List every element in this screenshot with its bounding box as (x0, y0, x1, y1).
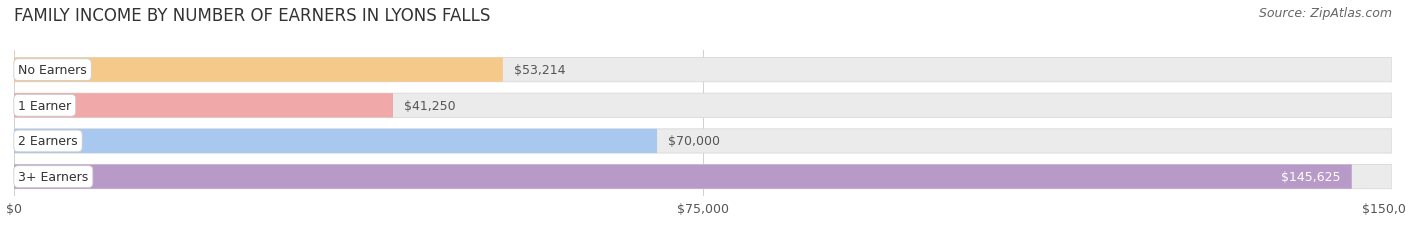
Text: 2 Earners: 2 Earners (18, 135, 77, 148)
Text: FAMILY INCOME BY NUMBER OF EARNERS IN LYONS FALLS: FAMILY INCOME BY NUMBER OF EARNERS IN LY… (14, 7, 491, 25)
Text: $53,214: $53,214 (515, 64, 565, 77)
FancyBboxPatch shape (14, 94, 394, 118)
FancyBboxPatch shape (14, 129, 657, 153)
Text: No Earners: No Earners (18, 64, 87, 77)
FancyBboxPatch shape (14, 165, 1351, 189)
Text: 1 Earner: 1 Earner (18, 99, 72, 112)
FancyBboxPatch shape (14, 58, 503, 82)
Text: 3+ Earners: 3+ Earners (18, 170, 89, 183)
FancyBboxPatch shape (14, 58, 1392, 82)
FancyBboxPatch shape (14, 129, 1392, 153)
FancyBboxPatch shape (14, 94, 1392, 118)
Text: $41,250: $41,250 (404, 99, 456, 112)
Text: $145,625: $145,625 (1281, 170, 1341, 183)
Text: $70,000: $70,000 (668, 135, 720, 148)
FancyBboxPatch shape (14, 165, 1392, 189)
Text: Source: ZipAtlas.com: Source: ZipAtlas.com (1258, 7, 1392, 20)
